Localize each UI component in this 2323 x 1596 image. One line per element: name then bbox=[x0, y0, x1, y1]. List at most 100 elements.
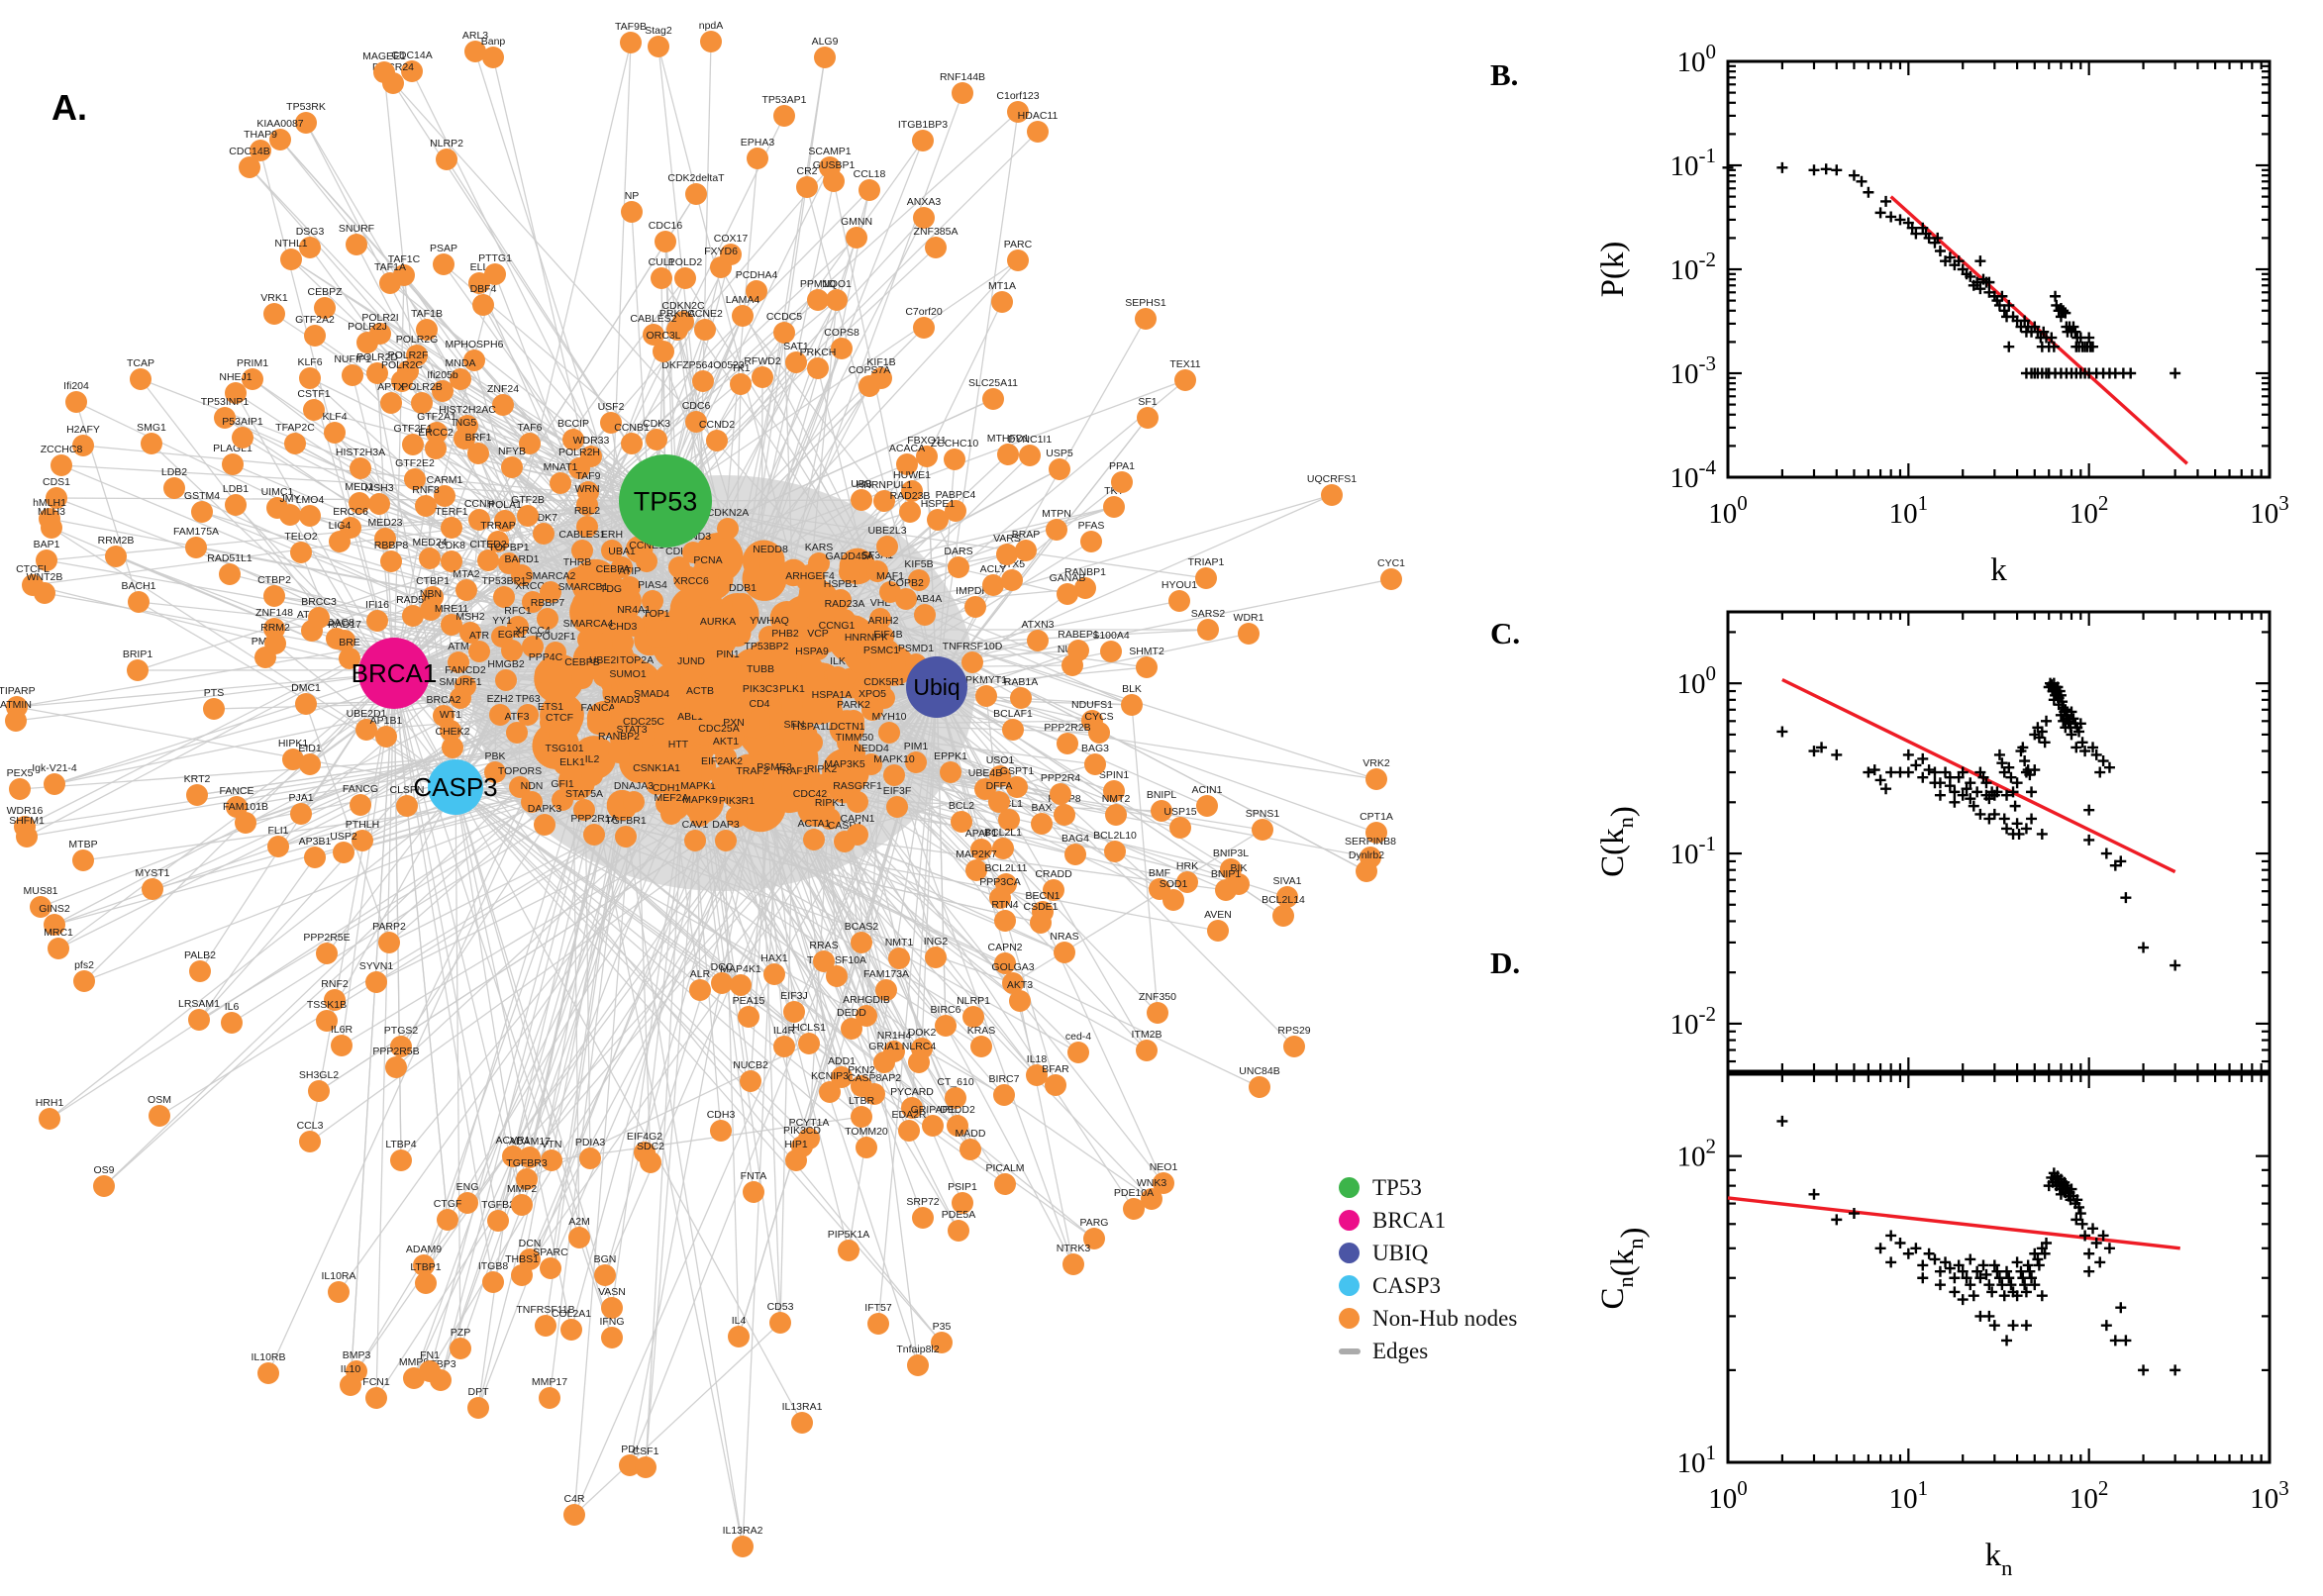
network-node-label: BNIP1 bbox=[1211, 868, 1242, 880]
chart-point bbox=[2070, 742, 2082, 753]
network-node-label: RRM2B bbox=[98, 535, 135, 547]
network-node bbox=[1135, 308, 1157, 330]
network-node-label: NLRP1 bbox=[957, 995, 990, 1007]
network-node bbox=[907, 1354, 929, 1376]
network-node-label: IL4R bbox=[773, 1025, 796, 1037]
network-node-label: IL18 bbox=[1027, 1053, 1048, 1065]
chart-point bbox=[2094, 1256, 2106, 1268]
network-node bbox=[1238, 623, 1260, 645]
network-node-label: DSG3 bbox=[296, 226, 325, 238]
network-node bbox=[203, 698, 225, 720]
network-edge bbox=[454, 786, 723, 984]
network-node bbox=[365, 971, 387, 993]
network-node-label: SMAD3 bbox=[604, 694, 640, 706]
chart-point bbox=[2066, 1183, 2077, 1195]
network-node-label: TCAP bbox=[127, 357, 154, 369]
network-edge bbox=[594, 633, 744, 1547]
network-node bbox=[334, 630, 355, 651]
chart-point bbox=[1932, 232, 1944, 244]
chart-point bbox=[2026, 786, 2038, 798]
network-node-label: RAD50 bbox=[396, 594, 430, 606]
network-node bbox=[752, 366, 773, 388]
network-node-label: SF1 bbox=[1138, 396, 1157, 408]
legend-item-label: CASP3 bbox=[1372, 1272, 1442, 1298]
network-node-label: FANCG bbox=[343, 783, 378, 795]
network-node-label: BFAR bbox=[1042, 1063, 1069, 1075]
network-node-label: NMT2 bbox=[1102, 793, 1131, 805]
network-node-label: CDC25C bbox=[623, 716, 664, 728]
network-node-label: CDK2deltaT bbox=[667, 172, 725, 184]
network-node-label: DCC bbox=[711, 961, 734, 973]
network-node-label: PIAS4 bbox=[638, 579, 667, 591]
network-node-label: TGFBR1 bbox=[605, 815, 647, 827]
network-node-label: AKT1 bbox=[713, 736, 739, 748]
network-node-label: HSPA1L bbox=[792, 721, 832, 733]
network-node bbox=[996, 544, 1018, 565]
network-node-label: RFC1 bbox=[504, 605, 532, 617]
chart-point bbox=[2019, 315, 2031, 327]
chart-point bbox=[1983, 1279, 1995, 1291]
network-node-label: BCL2L1 bbox=[984, 827, 1022, 839]
chart-point bbox=[2087, 742, 2099, 753]
axis-tick-label: 101 bbox=[1889, 1476, 1929, 1515]
network-node bbox=[994, 952, 1016, 974]
chart-point bbox=[1949, 1286, 1961, 1298]
network-node-label: GTF2E2 bbox=[395, 457, 435, 469]
axis-tick-label: 10-4 bbox=[1670, 455, 1717, 494]
network-node-label: WDR16 bbox=[7, 805, 44, 817]
network-node bbox=[484, 761, 506, 783]
network-node-label: HSPA9 bbox=[795, 646, 829, 657]
hub-node-tp53 bbox=[619, 454, 712, 548]
axis-tick-label: 10-2 bbox=[1670, 248, 1717, 286]
network-node-label: NUCB2 bbox=[733, 1059, 768, 1071]
network-node bbox=[593, 665, 615, 687]
network-node bbox=[867, 1313, 889, 1335]
network-node bbox=[1015, 540, 1037, 561]
network-node-label: GTF2A1 bbox=[417, 411, 456, 423]
network-node bbox=[623, 615, 645, 637]
network-node-label: APTX bbox=[377, 381, 404, 393]
network-node bbox=[454, 428, 475, 449]
chart-point bbox=[1988, 1259, 2000, 1271]
network-node bbox=[511, 1264, 533, 1286]
network-node bbox=[339, 648, 360, 669]
chart-point bbox=[1968, 1290, 1979, 1302]
network-node bbox=[324, 989, 346, 1011]
network-node bbox=[441, 550, 462, 572]
network-edge bbox=[664, 500, 1207, 579]
network-node-label: DMC1 bbox=[291, 682, 321, 694]
network-node bbox=[450, 1338, 471, 1359]
chart-point bbox=[2026, 813, 2038, 825]
network-node bbox=[641, 699, 662, 721]
network-node bbox=[1147, 1002, 1168, 1024]
network-node-label: BNIP3L bbox=[1213, 848, 1249, 859]
chart-point bbox=[1776, 726, 1788, 738]
chart-point bbox=[1968, 800, 1979, 812]
network-node bbox=[847, 824, 868, 846]
chart-point bbox=[1917, 771, 1929, 783]
network-node-label: HRK bbox=[1176, 860, 1198, 872]
network-node-label: PCYT1A bbox=[789, 1117, 830, 1129]
network-node-label: ZNF350 bbox=[1139, 991, 1176, 1003]
network-node bbox=[472, 294, 494, 316]
network-node-label: FLI1 bbox=[267, 825, 288, 837]
network-node bbox=[851, 1106, 872, 1128]
network-node-label: TP53AP1 bbox=[762, 94, 807, 106]
network-node bbox=[851, 489, 872, 511]
network-node bbox=[163, 477, 185, 499]
chart-point bbox=[2050, 290, 2062, 302]
network-node bbox=[316, 1010, 338, 1032]
network-edge bbox=[32, 584, 395, 674]
network-edge bbox=[569, 679, 744, 1547]
network-node-label: SMG1 bbox=[137, 422, 166, 434]
network-node bbox=[493, 586, 515, 608]
network-edge bbox=[245, 732, 518, 824]
network-hub-nodes: TP53 BRCA1 Ubiq CASP3 bbox=[352, 454, 967, 815]
chart-point bbox=[1957, 766, 1969, 778]
network-node bbox=[636, 550, 657, 572]
chart-point bbox=[2076, 1218, 2088, 1230]
chart-point bbox=[2090, 1238, 2102, 1248]
axis-tick-label: 101 bbox=[1889, 491, 1929, 530]
network-node-label: C1orf123 bbox=[996, 90, 1039, 102]
network-node-label: SARS2 bbox=[1191, 608, 1226, 620]
